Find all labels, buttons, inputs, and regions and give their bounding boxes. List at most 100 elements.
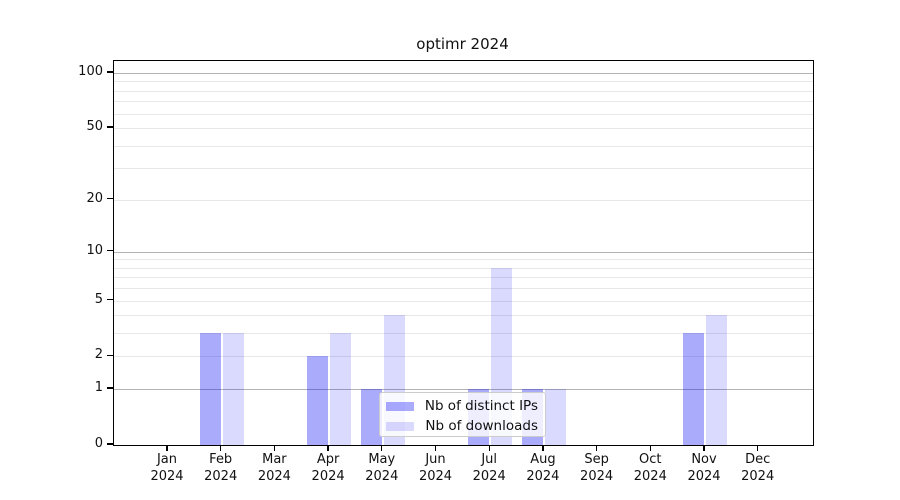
bar-ips-feb [199, 333, 221, 445]
x-axis-tick-label: Dec 2024 [730, 452, 786, 485]
x-axis-tick-label: Jan 2024 [139, 452, 195, 485]
y-axis-tick [106, 197, 113, 200]
minor-gridline [114, 81, 813, 83]
minor-gridline [114, 259, 813, 261]
bar-downloads-aug [544, 389, 567, 445]
y-axis-tick-label: 2 [94, 347, 103, 363]
x-axis-tick-label: May 2024 [354, 452, 410, 485]
bar-ips-nov [682, 333, 705, 445]
x-label-year: 2024 [526, 468, 560, 484]
x-label-month: Feb [209, 452, 233, 467]
x-label-year: 2024 [311, 468, 345, 484]
x-label-year: 2024 [633, 468, 667, 484]
x-axis-tick-label: Jul 2024 [461, 452, 517, 485]
x-label-month: Nov [691, 452, 717, 467]
x-axis-tick [757, 445, 759, 452]
y-axis-tick-label: 1 [94, 380, 103, 396]
minor-gridline [114, 356, 813, 358]
y-axis-tick-label: 100 [78, 63, 103, 79]
minor-gridline [114, 277, 813, 279]
x-axis-tick-label: Sep 2024 [569, 452, 625, 485]
x-label-year: 2024 [257, 468, 291, 484]
y-axis-tick-label: 5 [94, 291, 103, 307]
x-label-year: 2024 [150, 468, 184, 484]
minor-gridline [114, 300, 813, 302]
x-axis-tick [166, 445, 168, 452]
y-axis-tick [106, 71, 113, 73]
minor-gridline [114, 199, 813, 201]
x-label-month: Jan [156, 452, 178, 467]
y-axis-tick [106, 443, 113, 445]
legend-item: Nb of distinct IPs [386, 398, 538, 414]
x-axis-tick-label: Oct 2024 [622, 452, 678, 485]
minor-gridline [114, 113, 813, 115]
y-axis-tick [106, 387, 113, 389]
x-label-month: Sep [584, 452, 609, 467]
bar-downloads-feb [222, 333, 244, 445]
x-axis-tick-label: Nov 2024 [676, 452, 732, 485]
x-axis-tick [542, 445, 544, 452]
x-axis-tick-label: Aug 2024 [515, 452, 571, 485]
legend-swatch [386, 401, 414, 411]
y-axis-tick-label: 50 [86, 119, 103, 135]
legend: Nb of distinct IPs Nb of downloads [379, 392, 546, 437]
x-label-month: Jul [481, 452, 498, 467]
y-axis-tick [106, 298, 113, 301]
chart-title: optimr 2024 [416, 35, 509, 53]
x-axis-tick [381, 445, 383, 452]
minor-gridline [114, 168, 813, 170]
x-label-month: Mar [262, 452, 287, 467]
x-label-year: 2024 [204, 468, 238, 484]
x-axis-tick-label: Feb 2024 [193, 452, 249, 485]
minor-gridline [114, 267, 813, 269]
bar-ips-may [360, 389, 382, 445]
legend-item: Nb of downloads [386, 418, 538, 434]
y-axis-tick-label: 10 [86, 242, 103, 258]
x-axis-tick [220, 445, 222, 452]
minor-gridline [114, 315, 813, 317]
x-axis-tick [649, 445, 651, 452]
x-axis-tick [327, 445, 329, 452]
minor-gridline [114, 128, 813, 130]
x-axis-tick [703, 445, 705, 452]
decade-gridline [114, 251, 813, 253]
minor-gridline [114, 288, 813, 290]
y-axis-tick [106, 250, 113, 252]
bar-downloads-apr [329, 333, 352, 445]
x-axis-tick [595, 445, 598, 452]
x-axis-tick-label: Mar 2024 [246, 452, 302, 485]
decade-gridline [114, 72, 813, 74]
x-axis-tick [488, 445, 490, 452]
bar-downloads-nov [705, 315, 728, 445]
x-label-month: May [368, 452, 396, 467]
x-label-year: 2024 [472, 468, 506, 484]
minor-gridline [114, 101, 813, 103]
x-axis-tick-label: Apr 2024 [300, 452, 356, 485]
x-label-year: 2024 [580, 468, 614, 484]
x-label-month: Apr [316, 452, 340, 467]
legend-label: Nb of downloads [425, 418, 538, 434]
x-label-year: 2024 [687, 468, 721, 484]
x-label-month: Aug [530, 452, 556, 467]
legend-swatch [386, 421, 414, 431]
x-axis-tick [273, 445, 276, 452]
plot-area [113, 59, 814, 446]
minor-gridline [114, 90, 813, 92]
x-axis-tick [434, 445, 437, 452]
y-axis-tick-label: 20 [86, 190, 103, 206]
decade-gridline [114, 389, 813, 391]
x-label-year: 2024 [741, 468, 775, 484]
x-label-month: Oct [639, 452, 662, 467]
x-label-month: Jun [425, 452, 446, 467]
x-label-year: 2024 [418, 468, 453, 484]
x-axis-tick-label: Jun 2024 [408, 452, 464, 485]
x-label-month: Dec [745, 452, 771, 467]
minor-gridline [114, 333, 813, 335]
legend-label: Nb of distinct IPs [424, 398, 538, 414]
minor-gridline [114, 145, 813, 147]
bar-ips-apr [306, 356, 329, 445]
y-axis-tick [106, 126, 113, 128]
x-label-year: 2024 [365, 468, 399, 484]
y-axis-tick-label: 0 [94, 436, 103, 451]
